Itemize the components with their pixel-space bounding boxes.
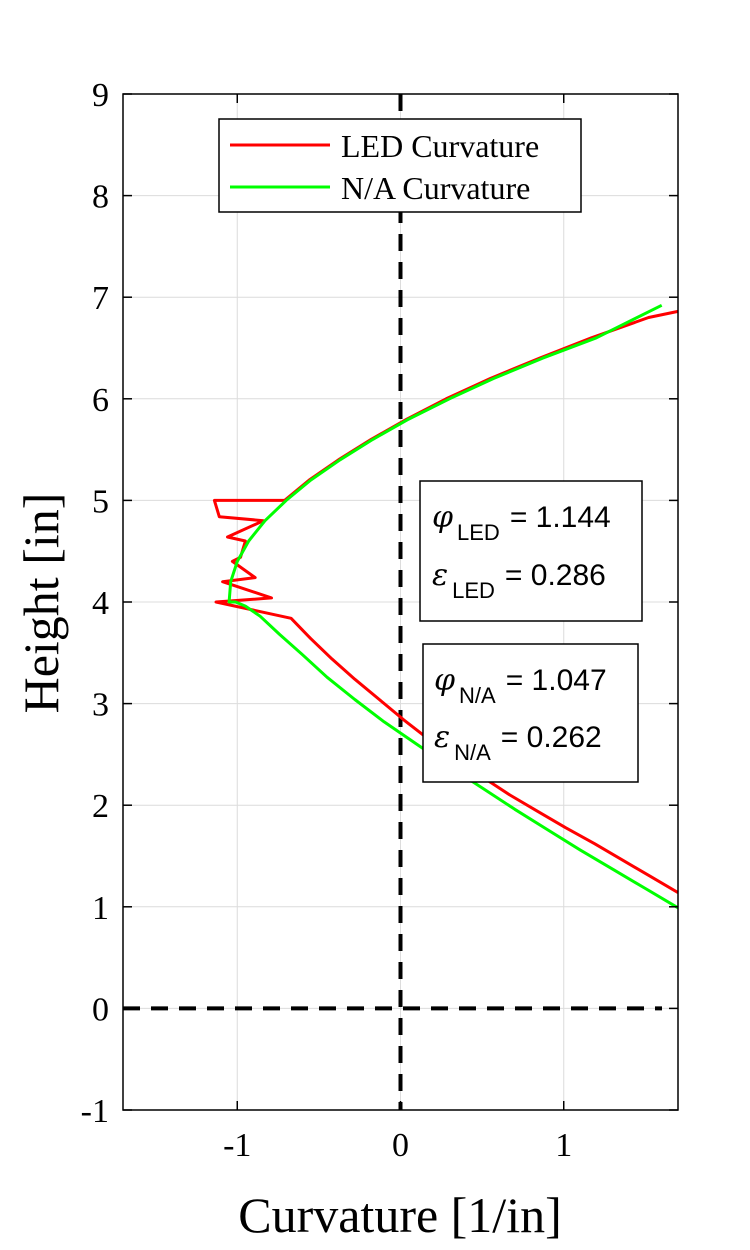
phi-symbol: φ bbox=[432, 500, 453, 535]
annotation-frame-led bbox=[419, 480, 643, 622]
annotation-frame-na bbox=[422, 643, 639, 783]
y-tick-label: 1 bbox=[92, 890, 109, 927]
phi-subscript-led: LED bbox=[457, 520, 500, 545]
phi-value-na: = 1.047 bbox=[506, 664, 607, 697]
x-tick-label: 0 bbox=[392, 1127, 409, 1164]
y-tick-label: 9 bbox=[92, 77, 109, 114]
annotation-line-epsilon-led: ε LED = 0.286 bbox=[432, 558, 606, 603]
legend: LED Curvature N/A Curvature bbox=[218, 118, 582, 213]
axis-ticks: -1 0 1 -1 0 1 2 3 4 5 6 7 8 9 bbox=[81, 77, 678, 1164]
x-axis-label: Curvature [1/in] bbox=[238, 1187, 562, 1243]
annotation-box-na: φ N/A = 1.047 ε N/A = 0.262 bbox=[422, 643, 639, 783]
y-tick-label: 4 bbox=[92, 585, 109, 622]
y-tick-label: 3 bbox=[92, 687, 109, 724]
phi-subscript-na: N/A bbox=[459, 683, 496, 708]
phi-symbol-na: φ bbox=[434, 663, 455, 698]
y-tick-label: 7 bbox=[92, 280, 109, 317]
epsilon-value-led: = 0.286 bbox=[505, 559, 606, 592]
legend-box bbox=[218, 118, 582, 213]
y-tick-label: -1 bbox=[81, 1093, 109, 1130]
epsilon-symbol: ε bbox=[432, 558, 448, 593]
annotation-line-phi-led: φ LED = 1.144 bbox=[432, 500, 611, 545]
reference-lines bbox=[123, 94, 662, 1110]
y-tick-label: 2 bbox=[92, 788, 109, 825]
y-tick-label: 8 bbox=[92, 179, 109, 216]
epsilon-subscript-led: LED bbox=[452, 578, 495, 603]
epsilon-subscript-na: N/A bbox=[454, 740, 491, 765]
annotation-line-epsilon-na: ε N/A = 0.262 bbox=[434, 720, 602, 765]
legend-label-na: N/A Curvature bbox=[341, 170, 530, 206]
phi-value-led: = 1.144 bbox=[510, 501, 611, 534]
x-tick-label: 1 bbox=[555, 1127, 572, 1164]
y-tick-label: 0 bbox=[92, 991, 109, 1028]
y-axis-label: Height [in] bbox=[13, 493, 69, 714]
annotation-line-phi-na: φ N/A = 1.047 bbox=[434, 663, 607, 708]
x-tick-label: -1 bbox=[223, 1127, 251, 1164]
epsilon-value-na: = 0.262 bbox=[501, 721, 602, 754]
annotation-box-led: φ LED = 1.144 ε LED = 0.286 bbox=[419, 480, 643, 622]
epsilon-symbol-na: ε bbox=[434, 720, 450, 755]
series-lines bbox=[212, 303, 679, 910]
series-line-na bbox=[227, 303, 679, 910]
y-tick-label: 5 bbox=[92, 483, 109, 520]
y-tick-label: 6 bbox=[92, 382, 109, 419]
legend-label-led: LED Curvature bbox=[341, 128, 539, 164]
